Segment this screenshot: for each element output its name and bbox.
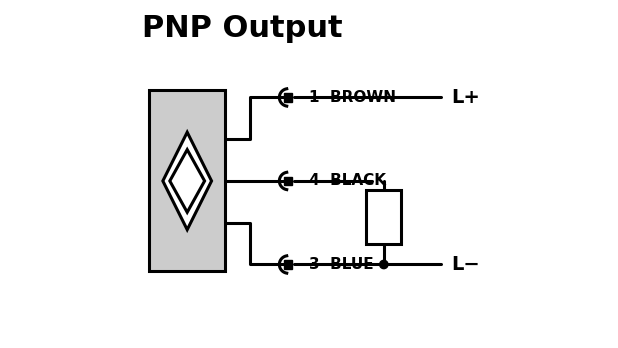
Text: L+: L+ xyxy=(452,88,481,107)
Text: 4  BLACK: 4 BLACK xyxy=(309,173,386,189)
Text: 1  BROWN: 1 BROWN xyxy=(309,90,396,105)
Text: PNP Output: PNP Output xyxy=(142,14,342,43)
Bar xyxy=(366,190,401,244)
Polygon shape xyxy=(170,150,205,212)
Bar xyxy=(284,93,292,102)
Circle shape xyxy=(379,260,388,269)
Polygon shape xyxy=(163,132,211,230)
Text: 3  BLUE: 3 BLUE xyxy=(309,257,374,272)
Text: L−: L− xyxy=(452,255,480,274)
Bar xyxy=(284,176,292,185)
FancyBboxPatch shape xyxy=(149,90,226,271)
Bar xyxy=(284,260,292,269)
